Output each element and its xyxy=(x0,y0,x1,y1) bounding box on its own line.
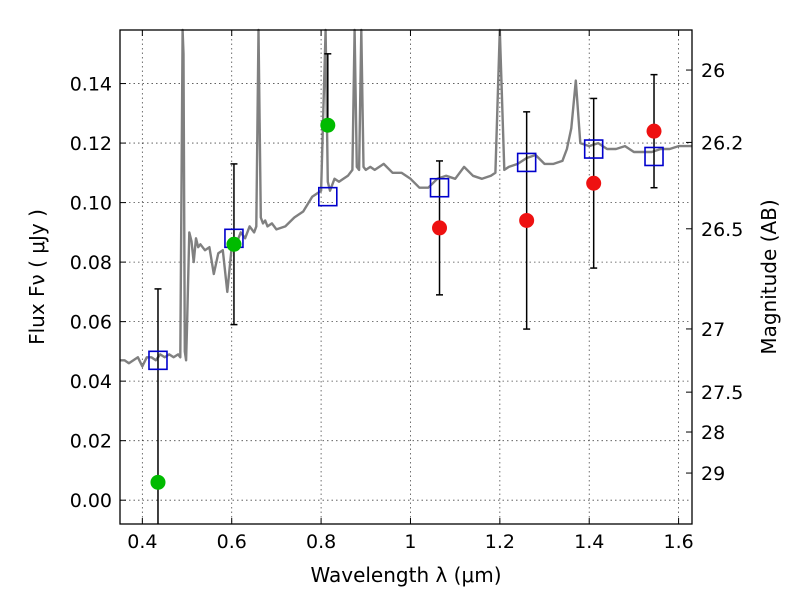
error-bars xyxy=(154,53,658,524)
y-tick-label: 0.02 xyxy=(70,431,112,453)
grid-lines xyxy=(120,30,692,524)
right-axis-label: Magnitude (AB) xyxy=(757,199,781,354)
right-tick-label: 28 xyxy=(701,422,725,444)
x-tick-label: 0.8 xyxy=(306,531,336,553)
x-axis-label: Wavelength λ (μm) xyxy=(310,563,501,587)
right-tick-label: 27.5 xyxy=(701,382,743,404)
y-axis-label: Flux Fν ( μJy ) xyxy=(25,209,49,345)
x-tick-label: 1.2 xyxy=(485,531,515,553)
model-photometry-square xyxy=(317,186,338,207)
red-data-point xyxy=(519,212,535,228)
right-tick-label: 29 xyxy=(701,463,725,485)
model-photometry-square xyxy=(644,146,664,167)
y-tick-label: 0.12 xyxy=(70,133,112,155)
x-tick-label: 0.6 xyxy=(217,531,247,553)
y-tick-label: 0.10 xyxy=(70,193,112,215)
model-spectrum-line xyxy=(120,28,692,368)
y-tick-label: 0.06 xyxy=(70,312,112,334)
right-tick-label: 26.2 xyxy=(701,132,743,154)
y-tick-label: 0.00 xyxy=(70,490,112,512)
right-tick-label: 27 xyxy=(701,319,725,341)
x-tick-label: 0.4 xyxy=(127,531,157,553)
model-photometry-square xyxy=(516,152,537,173)
right-tick-label: 26 xyxy=(701,60,725,82)
y-tick-label: 0.14 xyxy=(70,74,112,96)
y-tick-label: 0.08 xyxy=(70,252,112,274)
y-tick-label: 0.04 xyxy=(70,371,112,393)
x-tick-label: 1.4 xyxy=(574,531,604,553)
red-data-point xyxy=(646,123,662,139)
model-photometry-square xyxy=(148,350,168,371)
red-data-point xyxy=(586,175,602,191)
x-tick-label: 1.6 xyxy=(663,531,693,553)
axis-ticks: 0.4 0.6 0.8 1 1.2 1.4 1.6 0.00 0.02 0.04 0.06 0.08 0… xyxy=(70,30,743,553)
red-data-point xyxy=(432,220,448,236)
x-tick-label: 1 xyxy=(404,531,416,553)
green-data-point xyxy=(226,236,242,252)
green-data-point xyxy=(320,117,336,133)
plot-frame xyxy=(119,29,693,525)
model-photometry-square xyxy=(583,139,604,159)
green-data-point xyxy=(150,474,166,490)
right-tick-label: 26.5 xyxy=(701,219,743,241)
model-photometry-square xyxy=(429,177,450,198)
plot-area xyxy=(120,28,692,524)
